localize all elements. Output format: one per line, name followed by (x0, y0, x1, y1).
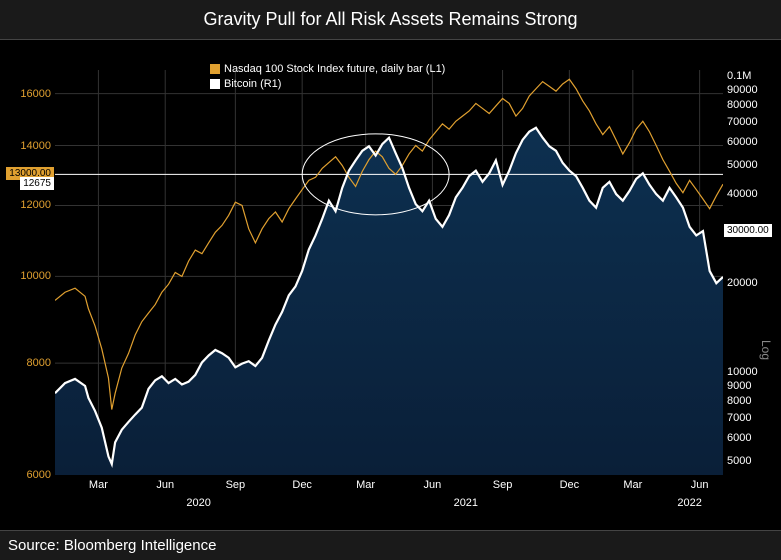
x-tick-year: 2021 (454, 497, 478, 509)
y-tick-right: 0.1M (727, 70, 751, 82)
legend-label-nasdaq: Nasdaq 100 Stock Index future, daily bar… (224, 62, 445, 77)
x-tick-month: Sep (493, 479, 513, 491)
y-axis-left: 600080001000012000140001600013000.001267… (0, 70, 55, 475)
x-tick-month: Dec (560, 479, 580, 491)
x-tick-month: Jun (156, 479, 174, 491)
y-tick-right: 60000 (727, 136, 758, 148)
chart-plot-area (55, 70, 723, 475)
x-tick-month: Sep (226, 479, 246, 491)
chart-title: Gravity Pull for All Risk Assets Remains… (203, 9, 577, 30)
legend-swatch-nasdaq (210, 64, 220, 74)
y-tick-right: 50000 (727, 159, 758, 171)
y-tick-right: 7000 (727, 412, 751, 424)
x-tick-month: Jun (424, 479, 442, 491)
x-tick-year: 2020 (186, 497, 210, 509)
chart-svg (55, 70, 723, 475)
x-axis: Mar Jun Sep Dec Mar Jun Sep Dec Mar Jun 2020 2021 20… (55, 475, 723, 530)
legend: Nasdaq 100 Stock Index future, daily bar… (210, 62, 445, 92)
y-tick-right: 80000 (727, 99, 758, 111)
log-axis-label: Log (759, 340, 773, 360)
source-bar: Source: Bloomberg Intelligence (0, 530, 781, 560)
y-tick-right: 6000 (727, 432, 751, 444)
y-tick-left: 10000 (20, 270, 51, 282)
y-tick-right: 20000 (727, 277, 758, 289)
price-marker: 12675 (20, 177, 54, 190)
price-marker: 30000.00 (724, 224, 772, 237)
y-tick-right: 5000 (727, 455, 751, 467)
y-tick-left: 14000 (20, 140, 51, 152)
y-tick-left: 16000 (20, 88, 51, 100)
y-tick-right: 90000 (727, 84, 758, 96)
source-text: Source: Bloomberg Intelligence (8, 537, 216, 554)
legend-item-bitcoin: Bitcoin (R1) (210, 77, 445, 92)
x-tick-month: Jun (691, 479, 709, 491)
y-tick-left: 6000 (27, 469, 51, 481)
x-tick-year: 2022 (677, 497, 701, 509)
y-axis-right: 5000600070008000900010000200003000040000… (723, 70, 781, 475)
y-tick-right: 70000 (727, 116, 758, 128)
legend-swatch-bitcoin (210, 79, 220, 89)
x-tick-month: Mar (623, 479, 642, 491)
y-tick-left: 12000 (20, 199, 51, 211)
x-tick-month: Dec (292, 479, 312, 491)
chart-container: Nasdaq 100 Stock Index future, daily bar… (0, 40, 781, 530)
legend-item-nasdaq: Nasdaq 100 Stock Index future, daily bar… (210, 62, 445, 77)
x-tick-month: Mar (89, 479, 108, 491)
y-tick-left: 8000 (27, 357, 51, 369)
x-tick-month: Mar (356, 479, 375, 491)
y-tick-right: 9000 (727, 380, 751, 392)
legend-label-bitcoin: Bitcoin (R1) (224, 77, 281, 92)
y-tick-right: 8000 (727, 395, 751, 407)
title-bar: Gravity Pull for All Risk Assets Remains… (0, 0, 781, 40)
y-tick-right: 10000 (727, 366, 758, 378)
y-tick-right: 40000 (727, 188, 758, 200)
